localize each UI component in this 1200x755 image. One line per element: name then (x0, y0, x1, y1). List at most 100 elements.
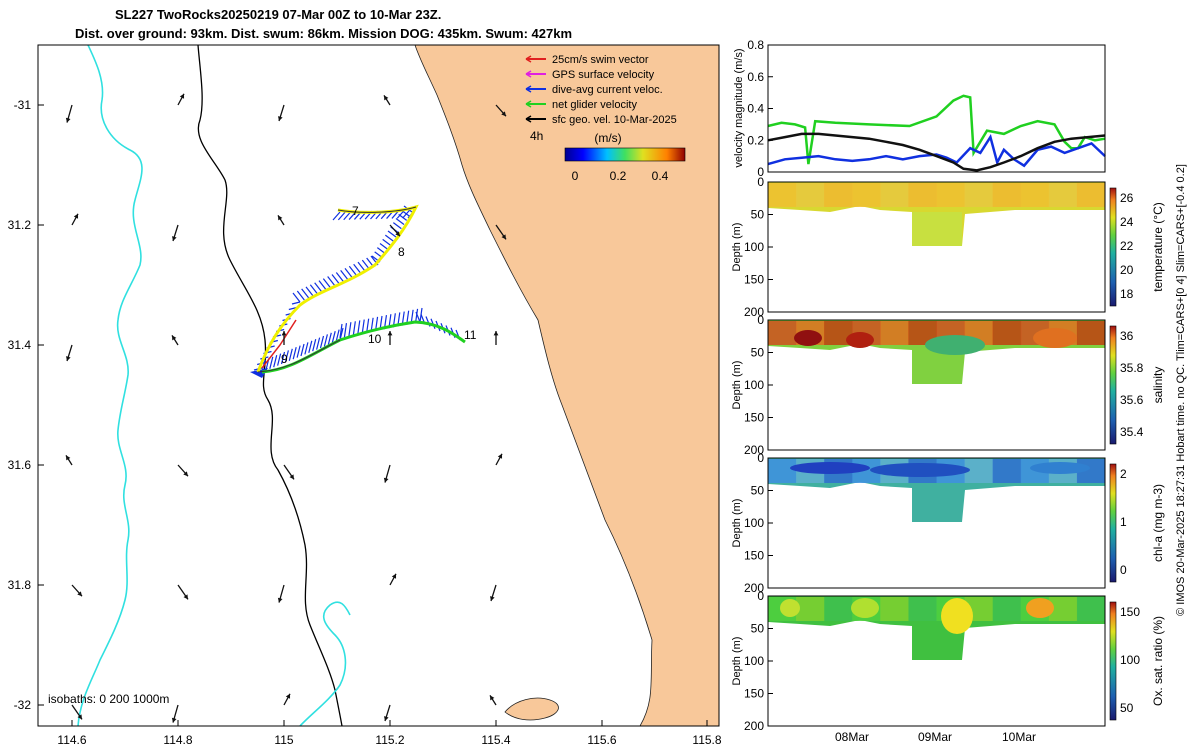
map-ytick-label: 31.8 (8, 578, 32, 592)
map-xtick-label: 115.8 (692, 733, 721, 747)
salinity-blob (925, 335, 985, 355)
section-ytick-label: 50 (751, 484, 765, 498)
velocity-ytick-label: 0 (757, 165, 764, 179)
current-arrow (332, 211, 341, 221)
section-cell (1076, 597, 1106, 621)
section-cell (992, 597, 1022, 621)
section-cell (992, 459, 1022, 483)
section-cell (880, 597, 909, 621)
geo-arrowhead (65, 117, 71, 123)
geo-arrowhead (493, 331, 499, 336)
current-arrow (284, 350, 289, 363)
map-xtick-label: 115.2 (375, 733, 404, 747)
current-arrow (357, 320, 361, 335)
map-ytick-label: 31.2 (8, 218, 32, 232)
figure-title-line1: SL227 TwoRocks20250219 07-Mar 00Z to 10-… (115, 7, 441, 22)
section-colorbar-tick: 2 (1120, 467, 1127, 481)
section-cell (1076, 321, 1106, 345)
velocity-axes-box (767, 44, 1106, 173)
velocity-lines (767, 94, 1106, 172)
section-colorbar-tick: 1 (1120, 515, 1127, 529)
section-ylabel: Depth (m) (731, 223, 743, 272)
geo-arrowhead (278, 215, 283, 221)
section-cell (908, 597, 937, 621)
salinity-blob (846, 332, 874, 348)
current-arrow (300, 343, 305, 357)
section-ytick-label: 100 (744, 516, 764, 530)
velocity-series-line (767, 134, 1106, 168)
velocity-ytick-label: 0.2 (747, 133, 764, 147)
section-colorbar-tick: 35.4 (1120, 425, 1144, 439)
map-legend: 25cm/s swim vector GPS surface velocity di… (525, 54, 677, 126)
current-arrow (292, 347, 297, 360)
section-cell (796, 183, 825, 207)
map-xtick-label: 115.6 (587, 733, 616, 747)
current-arrow (288, 348, 293, 361)
current-arrow (327, 276, 336, 286)
section-cell (768, 459, 797, 483)
section-ytick-label: 150 (744, 549, 764, 563)
geo-arrowhead (183, 594, 188, 600)
map-xtick-label: 114.6 (57, 733, 86, 747)
section-colorbar-tick: 20 (1120, 263, 1134, 277)
speed-colorbar-tick: 0.4 (652, 169, 669, 183)
current-arrow (343, 323, 348, 338)
velocity-series-line (767, 132, 1106, 172)
geo-arrowhead (490, 695, 495, 701)
section-ytick-label: 100 (744, 240, 764, 254)
legend-arrowhead (525, 85, 532, 93)
section-ytick-label: 50 (751, 622, 765, 636)
section-ytick-label: 150 (744, 273, 764, 287)
section-cell (824, 597, 853, 621)
section-ytick-label: 100 (744, 378, 764, 392)
current-arrow (361, 319, 365, 334)
section-ylabel: Depth (m) (731, 637, 743, 686)
geo-arrowhead (391, 573, 397, 579)
current-arrow (392, 222, 402, 230)
section-panel: 0 50 100 150 200 Depth (m) 18 20 22 24 26 temperatu… (731, 175, 1165, 319)
section-ytick-label: 200 (744, 581, 764, 595)
section-cell (824, 183, 853, 207)
section-cell (992, 321, 1022, 345)
section-colorbar-tick: 35.8 (1120, 361, 1144, 375)
section-xtick-label: 09Mar (918, 730, 952, 744)
geo-arrowhead (171, 717, 177, 723)
section-ytick-label: 50 (751, 346, 765, 360)
current-arrow (305, 286, 314, 297)
section-cell (992, 183, 1022, 207)
current-arrow (398, 213, 408, 221)
current-arrow (319, 335, 325, 349)
legend-label: 25cm/s swim vector (552, 54, 649, 66)
current-arrow (335, 272, 344, 282)
section-colorbar-tick: 150 (1120, 605, 1140, 619)
current-arrow (312, 339, 317, 352)
current-arrow (353, 263, 362, 274)
geo-arrowhead (289, 474, 294, 480)
temp-trough (912, 212, 962, 246)
geo-arrowhead (501, 111, 506, 117)
geo-arrowhead (73, 213, 79, 219)
section-trough (912, 486, 962, 522)
glider-track-dark (257, 206, 417, 373)
isobath-label: isobaths: 0 200 1000m (48, 692, 169, 706)
geo-arrowhead (179, 93, 185, 99)
map-ytick-label: -32 (14, 698, 32, 712)
current-arrow (318, 280, 327, 291)
current-arrow (357, 261, 366, 272)
legend-label: sfc geo. vel. 10-Mar-2025 (552, 114, 677, 126)
section-cell (880, 321, 909, 345)
geo-arrowhead (490, 596, 495, 601)
glider-track-red (261, 319, 297, 369)
map-axes-box (37, 44, 720, 727)
salinity-blob (1033, 328, 1077, 348)
current-arrow (344, 267, 353, 278)
geo-arrowhead (277, 597, 283, 603)
velocity-ytick-label: 0.8 (747, 38, 764, 52)
current-arrow (379, 243, 389, 250)
geo-arrowhead (384, 716, 389, 721)
geo-arrowhead (281, 331, 287, 336)
legend-arrowhead (525, 100, 532, 108)
oxy-blob (780, 599, 800, 617)
speed-colorbar-ticks: 0 0.2 0.4 (572, 169, 669, 183)
